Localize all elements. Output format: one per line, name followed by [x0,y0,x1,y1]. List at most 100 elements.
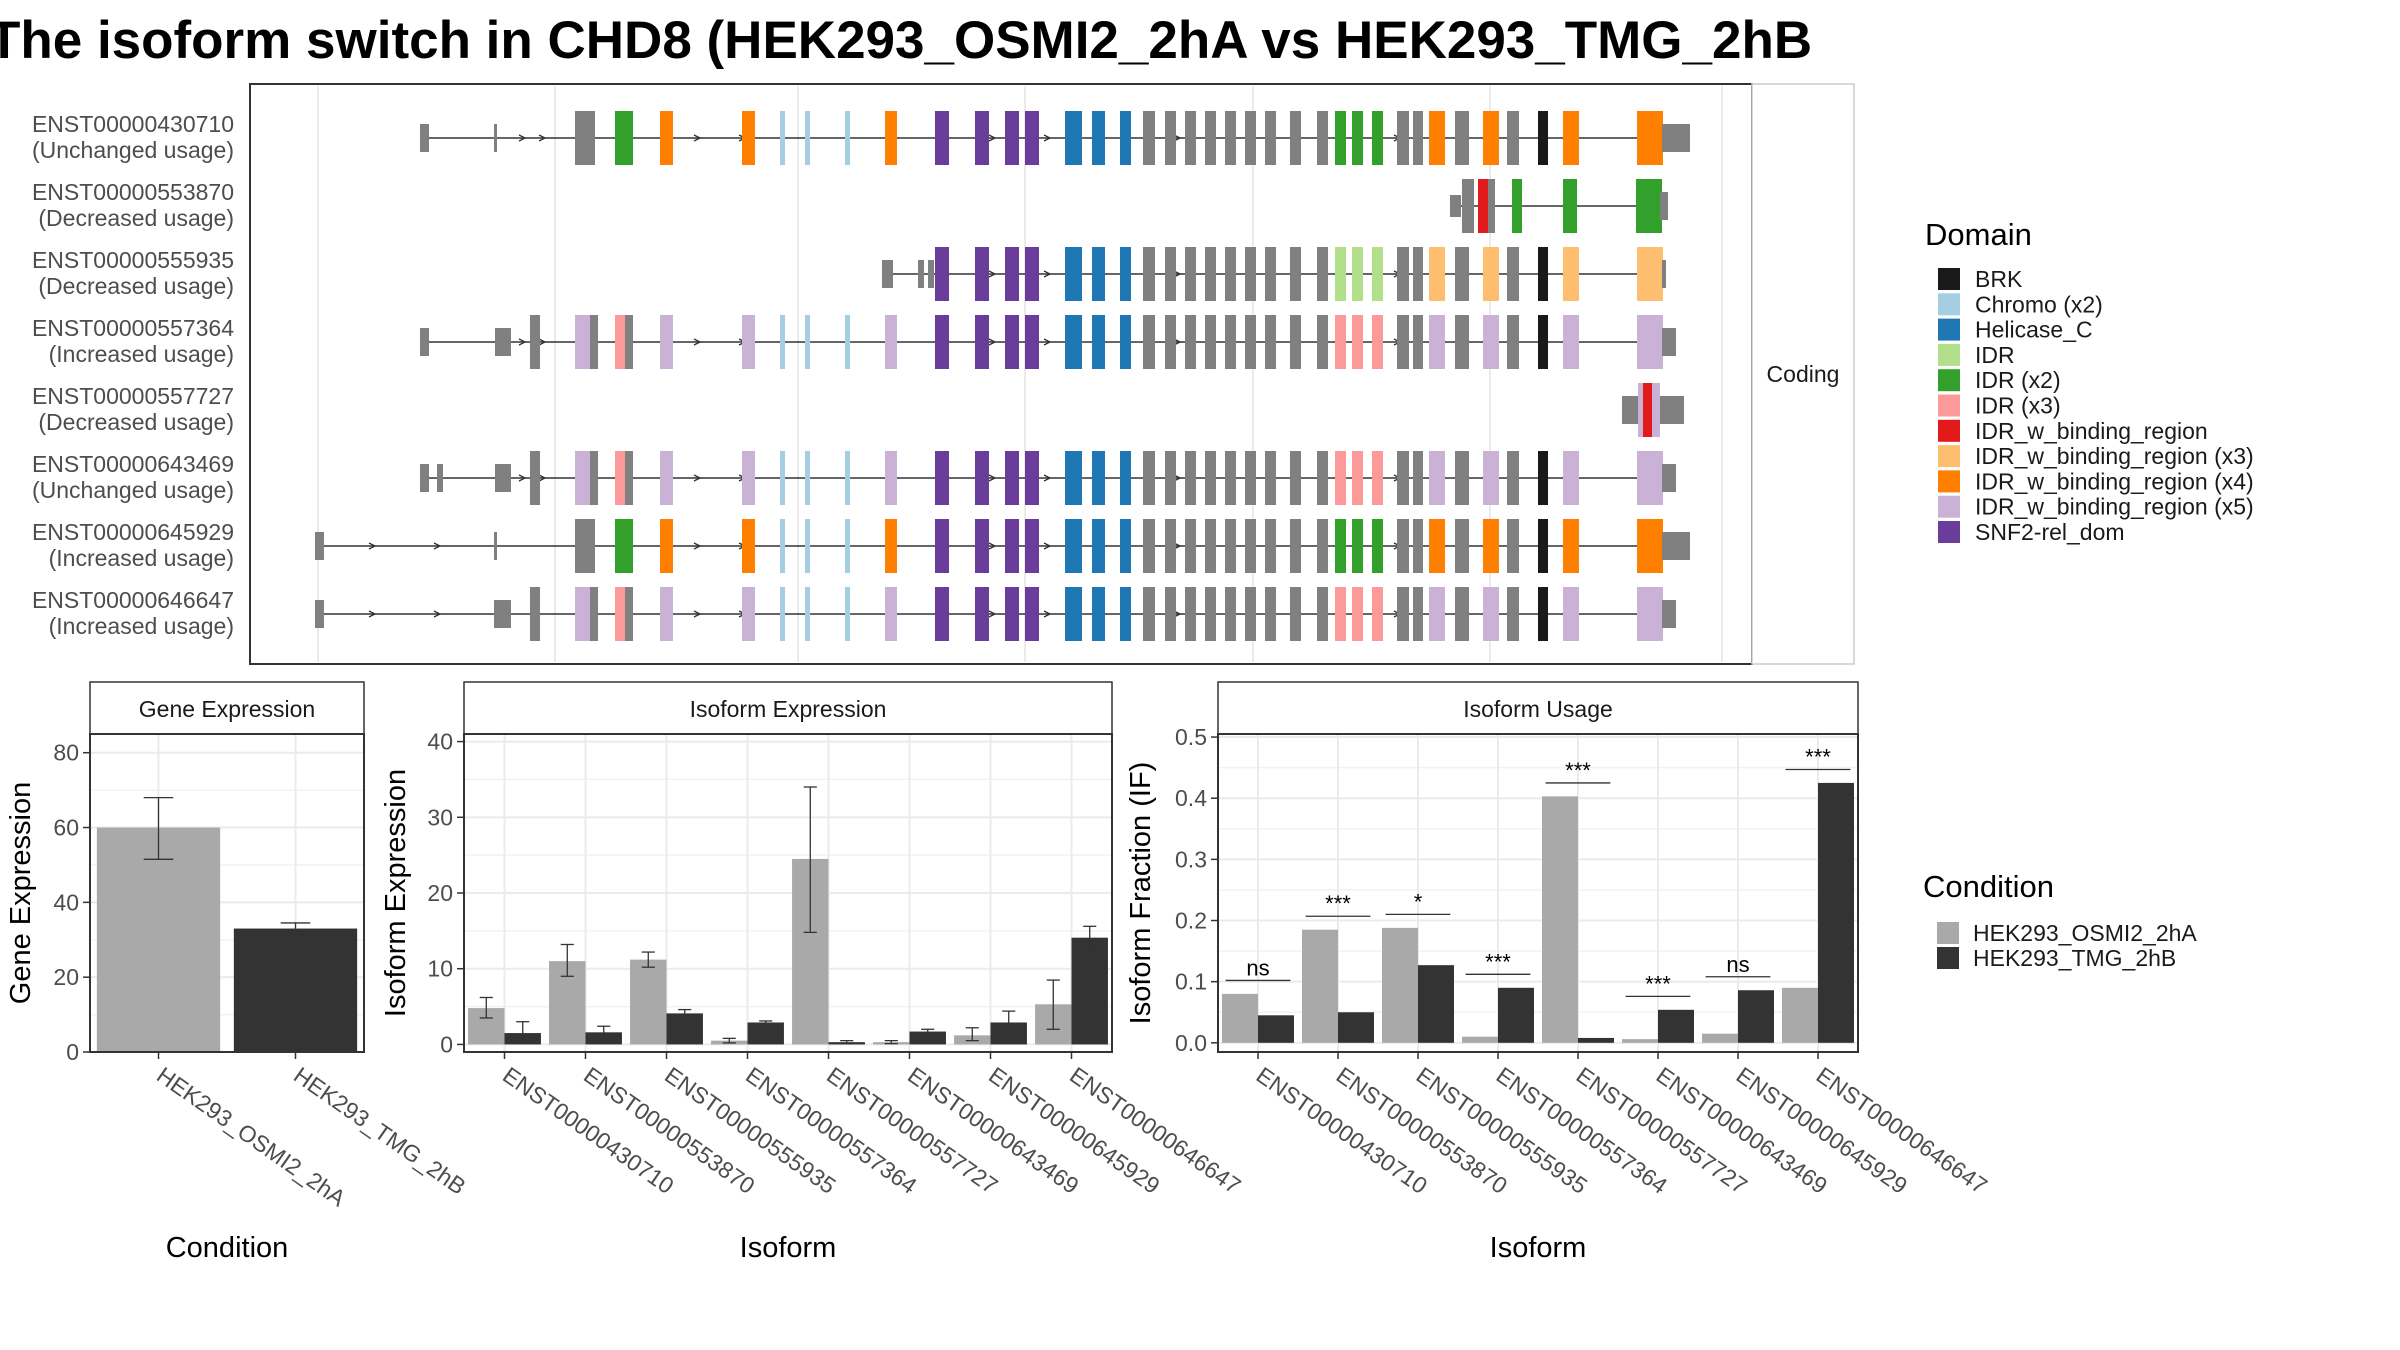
bar-tmg [1738,990,1774,1043]
exon [1245,519,1256,573]
domain-exon [1092,247,1105,301]
significance-label: *** [1325,891,1351,916]
exon [1290,451,1301,505]
domain-exon [1352,587,1363,641]
y-tick-label: 40 [53,889,79,915]
strand-arrow [693,134,702,142]
domain-exon [1120,451,1131,505]
utr-exon [1662,464,1676,492]
exon [590,315,598,369]
domain-exon [780,587,785,641]
bar-osmi2 [1542,796,1578,1043]
y-axis-title: Gene Expression [5,782,37,1004]
exon [1507,451,1519,505]
exon [1317,519,1328,573]
exon [1165,519,1176,573]
domain-exon [885,519,897,573]
strand-arrow [693,610,702,618]
exon [590,451,598,505]
y-tick-label: 0.0 [1175,1030,1207,1056]
exon [1245,315,1256,369]
strand-arrow [433,610,442,618]
transcript-usage-label: (Decreased usage) [38,273,234,299]
utr-exon [315,532,324,560]
exon [1507,247,1519,301]
strand-arrow [518,338,527,346]
domain-exon [1120,587,1131,641]
exon [1397,111,1409,165]
domain-exon [935,519,949,573]
transcript-row-ENST00000646647 [315,587,1676,641]
exon [1455,451,1469,505]
domain-exon [805,587,810,641]
domain-legend-label: IDR [1975,342,2015,368]
bar-osmi2 [1222,993,1258,1043]
domain-exon [1005,111,1019,165]
domain-exon [845,519,850,573]
domain-exon [845,587,850,641]
utr-exon [928,260,934,288]
domain-exon [1429,315,1445,369]
domain-exon [1637,315,1663,369]
condition-legend-label: HEK293_OSMI2_2hA [1973,920,2197,946]
significance-label: *** [1805,744,1831,769]
domain-legend-key [1938,268,1960,290]
domain-exon [1372,315,1383,369]
domain-exon [742,587,755,641]
domain-exon [1538,519,1548,573]
domain-exon [1538,587,1548,641]
bar-tmg [1338,1012,1374,1043]
domain-exon [1372,451,1383,505]
exon [1265,587,1276,641]
domain-exon [1025,315,1039,369]
exon [1397,247,1409,301]
strand-arrow [518,134,527,142]
transcript-usage-label: (Decreased usage) [38,409,234,435]
transcript-structure-panel: ENST00000430710(Unchanged usage) ENST0000… [32,83,1855,665]
exon [1397,587,1409,641]
y-tick-label: 0 [66,1039,79,1065]
exon [1143,451,1155,505]
strand-arrow [988,610,997,618]
transcript-rows [315,111,1690,641]
transcript-usage-label: (Unchanged usage) [32,137,234,163]
y-tick-label: 20 [427,880,453,906]
domain-exon [660,587,673,641]
domain-exon [1637,451,1663,505]
domain-exon [1352,519,1363,573]
exon [1507,111,1519,165]
significance-label: *** [1565,758,1591,783]
exon [1455,519,1469,573]
exon [1413,519,1423,573]
exon [1317,587,1328,641]
domain-legend-key [1938,521,1960,543]
transcript-usage-label: (Increased usage) [49,545,234,571]
utr-exon [1662,124,1690,152]
domain-exon [1352,247,1363,301]
exon [530,587,540,641]
panel-strip [463,681,1113,735]
transcript-id-label: ENST00000430710 [32,111,234,137]
utr-exon [1660,192,1668,220]
domain-exon [1512,179,1522,233]
domain-legend-label: IDR (x2) [1975,367,2061,393]
exon [1205,519,1216,573]
domain-exon [1637,247,1663,301]
exon [1265,519,1276,573]
significance-label: ns [1726,952,1749,977]
utr-exon [420,328,429,356]
domain-legend-key [1938,495,1960,518]
exon [1413,451,1423,505]
domain-legend-label: Helicase_C [1975,317,2093,343]
transcript-id-label: ENST00000645929 [32,519,234,545]
utr-exon [495,600,511,628]
domain-exon [1563,451,1579,505]
transcript-id-label: ENST00000557364 [32,315,234,341]
y-tick-label: 10 [427,956,453,982]
bar-tmg [233,928,358,1052]
exon [1265,111,1276,165]
domain-exon [935,315,949,369]
domain-exon [1563,247,1579,301]
utr-exon [1662,260,1666,288]
exon [1185,247,1196,301]
